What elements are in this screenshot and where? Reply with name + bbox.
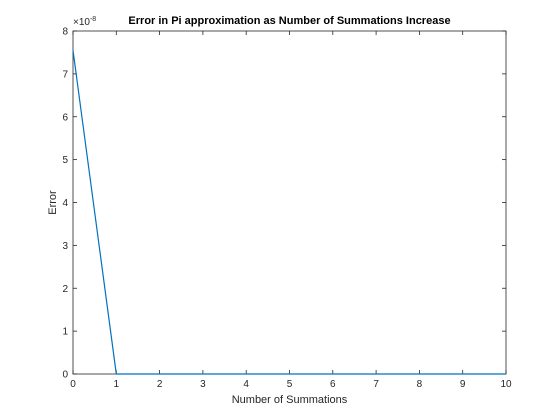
y-tick-label: 6 [62, 112, 68, 123]
y-tick-label: 8 [62, 27, 68, 38]
y-axis-exponent-base: ×10 [73, 17, 90, 28]
x-tick-label: 5 [287, 379, 293, 390]
x-tick-label: 3 [200, 379, 206, 390]
x-tick-label: 0 [70, 379, 76, 390]
y-tick-label: 2 [62, 284, 68, 295]
x-tick-label: 10 [500, 379, 512, 390]
x-tick-label: 6 [330, 379, 336, 390]
y-axis-label: Error [47, 190, 59, 215]
y-tick-label: 0 [62, 370, 68, 381]
x-tick-label: 2 [157, 379, 163, 390]
x-tick-label: 7 [373, 379, 379, 390]
y-axis-exponent-power: -8 [90, 16, 96, 23]
y-tick-label: 7 [62, 69, 68, 80]
y-tick-label: 1 [62, 327, 68, 338]
y-tick-label: 4 [62, 198, 68, 209]
x-tick-label: 4 [243, 379, 249, 390]
y-tick-label: 3 [62, 241, 68, 252]
plot-area [73, 31, 506, 374]
x-axis-label: Number of Summations [232, 394, 348, 406]
x-tick-label: 9 [460, 379, 466, 390]
x-tick-label: 8 [417, 379, 423, 390]
chart-title: Error in Pi approximation as Number of S… [128, 15, 450, 27]
x-tick-label: 1 [114, 379, 120, 390]
y-tick-label: 5 [62, 155, 68, 166]
